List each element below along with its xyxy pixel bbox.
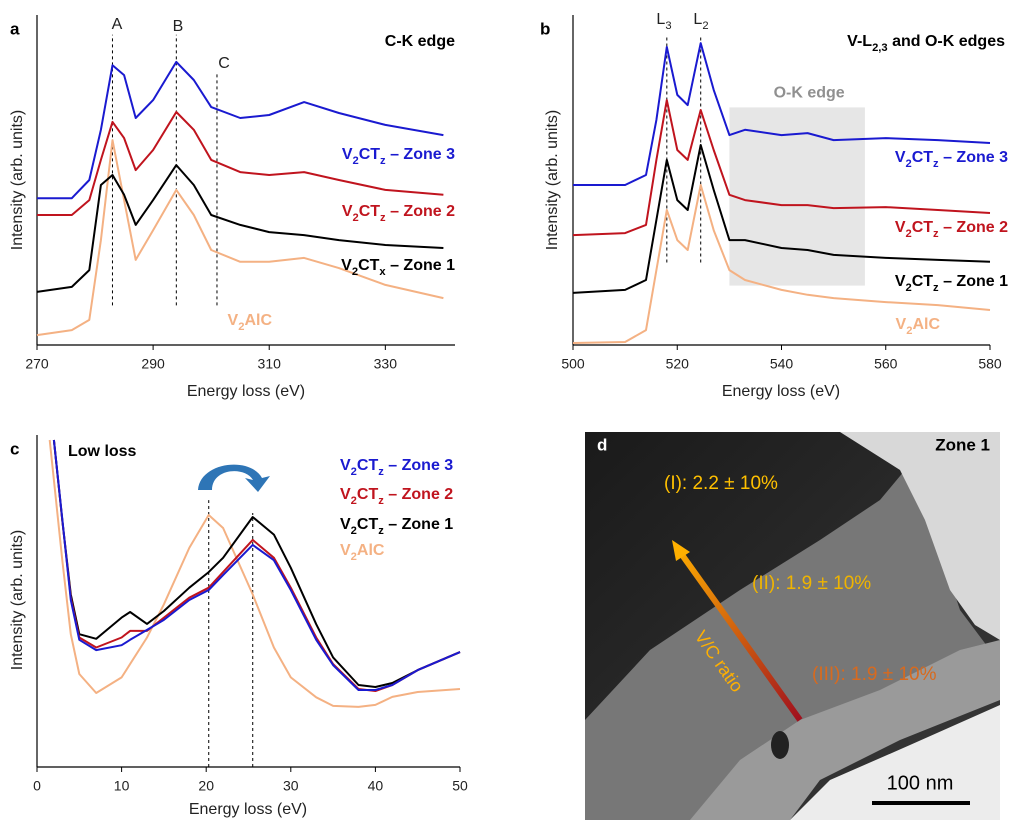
x-tick-label: 560 — [874, 356, 898, 372]
spectrum-line — [572, 184, 991, 344]
marker-label: L2 — [693, 11, 708, 32]
panel-label: c — [10, 439, 19, 458]
vacuum-top — [840, 432, 1000, 640]
spectrum-line — [37, 111, 444, 216]
spectrum-line — [48, 439, 461, 708]
x-tick-label: 0 — [33, 778, 41, 794]
series-label: V2CTz – Zone 3 — [342, 146, 455, 167]
layer-iii — [690, 640, 1000, 820]
marker-label: L3 — [656, 11, 671, 32]
chart-title: V-L2,3 and O-K edges — [847, 33, 1005, 54]
x-tick-label: 40 — [368, 778, 384, 794]
series-label: V2CTz – Zone 2 — [340, 486, 453, 507]
particle — [771, 731, 789, 759]
x-tick-label: 20 — [198, 778, 214, 794]
shift-arrow — [198, 464, 270, 492]
spectrum-line — [572, 144, 991, 294]
series-label: V2CTz – Zone 1 — [895, 273, 1008, 294]
marker-label: B — [173, 18, 184, 35]
x-tick-label: 270 — [25, 356, 49, 372]
region-label: (III): 1.9 ± 10% — [812, 664, 937, 685]
spectrum-line — [573, 42, 991, 186]
chart-title: C-K edge — [385, 33, 455, 50]
marker-label: C — [218, 55, 230, 72]
spectrum-line — [572, 99, 991, 237]
series-label: V2AlC — [896, 316, 941, 337]
y-axis-label: Intensity (arb. units) — [9, 110, 26, 251]
scale-label: 100 nm — [887, 772, 954, 794]
spectrum-line — [36, 164, 444, 293]
chart-title: Low loss — [68, 443, 137, 460]
x-tick-label: 290 — [141, 356, 165, 372]
spectrum-line — [36, 139, 444, 337]
series-label: V2CTx – Zone 1 — [341, 257, 455, 278]
ratio-arrow — [677, 550, 803, 722]
x-axis-label: Energy loss (eV) — [722, 383, 840, 400]
series-label: V2CTz – Zone 3 — [895, 149, 1008, 170]
shade-label: O-K edge — [774, 85, 845, 102]
vacuum-bottom — [790, 705, 1000, 820]
x-tick-label: 500 — [561, 356, 585, 372]
panel-label: d — [597, 435, 607, 454]
panel-label: a — [10, 19, 20, 38]
series-label: V2CTz – Zone 2 — [342, 203, 455, 224]
marker-label: A — [112, 16, 123, 33]
x-axis-label: Energy loss (eV) — [189, 801, 307, 818]
x-tick-label: 310 — [258, 356, 282, 372]
x-tick-label: 10 — [114, 778, 130, 794]
micrograph — [585, 432, 1000, 820]
region-label: (II): 1.9 ± 10% — [752, 573, 871, 594]
x-tick-label: 580 — [978, 356, 1002, 372]
zone-label: Zone 1 — [935, 435, 990, 454]
spectrum-line — [52, 439, 461, 688]
y-axis-label: Intensity (arb. units) — [544, 110, 561, 251]
spectrum-line — [52, 439, 461, 691]
panel-label: b — [540, 19, 550, 38]
x-axis-label: Energy loss (eV) — [187, 383, 305, 400]
spectrum-line — [37, 60, 444, 200]
layer-ii — [585, 470, 1000, 820]
series-label: V2AlC — [340, 542, 385, 563]
x-tick-label: 330 — [374, 356, 398, 372]
series-label: V2CTz – Zone 1 — [340, 516, 453, 537]
series-label: V2AlC — [228, 312, 273, 333]
ratio-arrowhead — [672, 540, 690, 561]
x-tick-label: 520 — [666, 356, 690, 372]
x-tick-label: 540 — [770, 356, 794, 372]
x-tick-label: 50 — [452, 778, 468, 794]
series-label: V2CTz – Zone 3 — [340, 457, 453, 478]
x-tick-label: 30 — [283, 778, 299, 794]
y-axis-label: Intensity (arb. units) — [9, 530, 26, 671]
series-label: V2CTz – Zone 2 — [895, 219, 1008, 240]
region-label: (I): 2.2 ± 10% — [664, 473, 778, 494]
